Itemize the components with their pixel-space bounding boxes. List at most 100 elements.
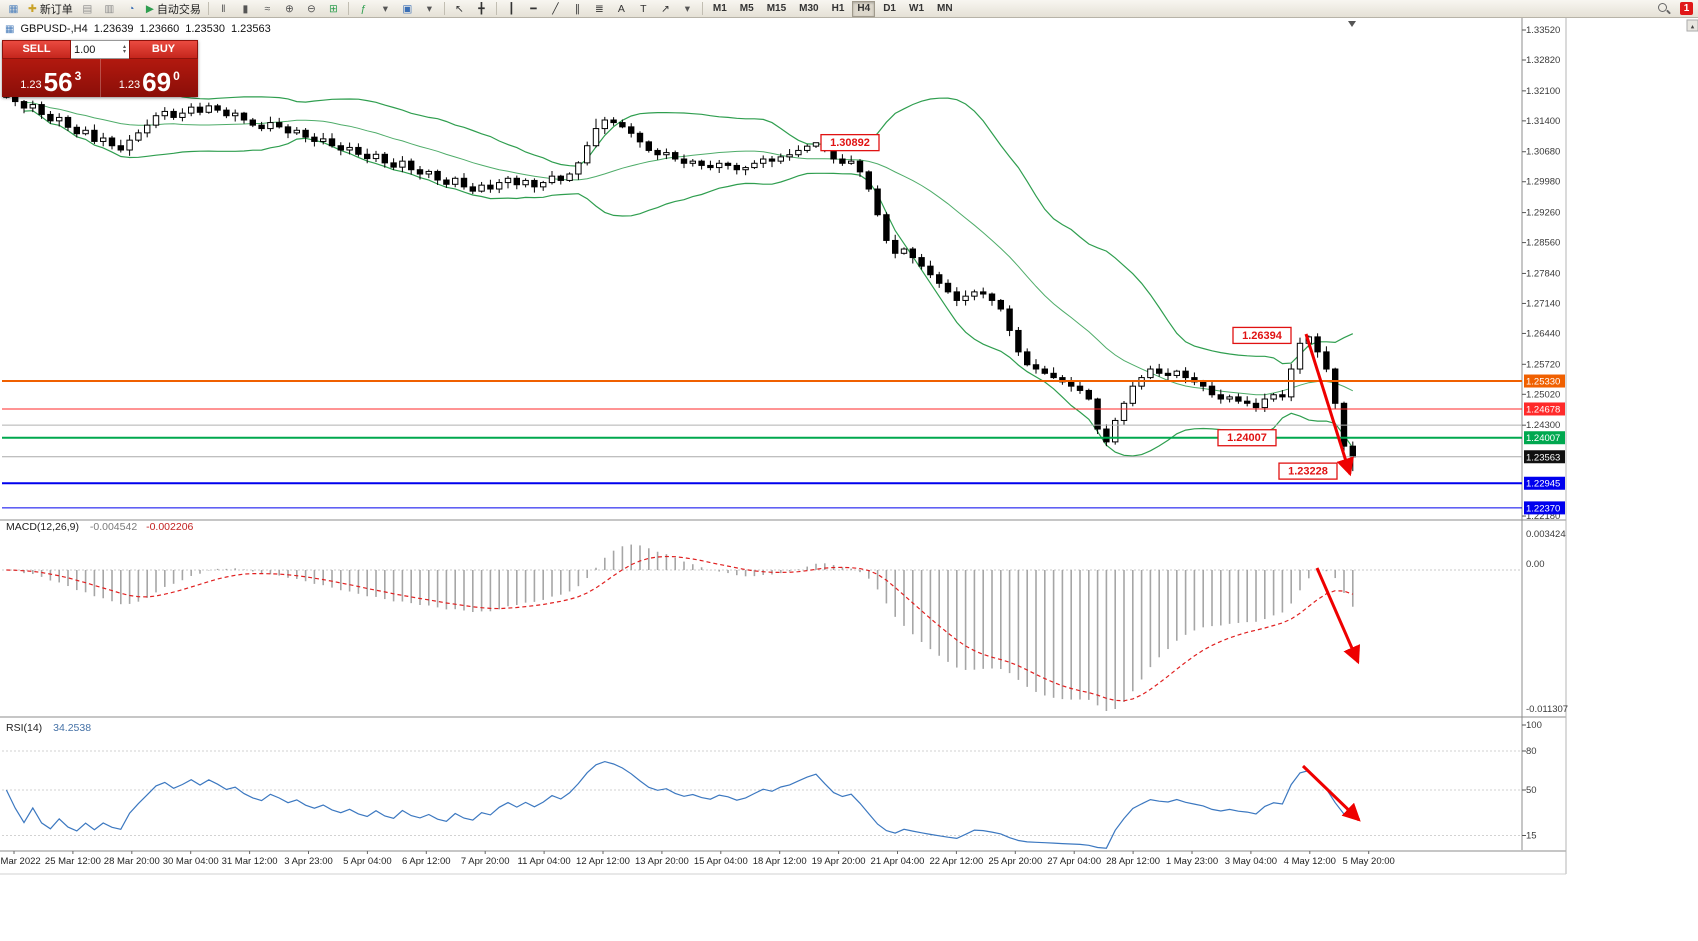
macd-value-2: -0.002206 (146, 521, 194, 533)
shift-marker (1348, 21, 1356, 27)
svg-text:100: 100 (1526, 720, 1542, 731)
svg-text:1.24007: 1.24007 (1526, 433, 1560, 444)
svg-text:1.32100: 1.32100 (1526, 86, 1560, 97)
data-window-button[interactable]: ▥ (99, 0, 120, 17)
crosshair-button[interactable]: ╋ (471, 0, 492, 17)
macd-value-1: -0.004542 (89, 521, 138, 533)
trade-panel-top-row: SELL 1.00 ▴ ▾ BUY (2, 40, 198, 59)
trendline-button[interactable]: ╱ (545, 0, 566, 17)
svg-text:30 Mar 04:00: 30 Mar 04:00 (163, 856, 219, 867)
svg-text:1.30680: 1.30680 (1526, 147, 1560, 158)
templates-caret[interactable]: ▾ (419, 0, 440, 17)
indicators-icon: ƒ (360, 2, 367, 15)
volume-down-icon[interactable]: ▾ (122, 48, 126, 55)
bar-chart-type-icon: ‖ (221, 2, 226, 15)
svg-text:5 Apr 04:00: 5 Apr 04:00 (343, 856, 392, 867)
svg-text:1.27140: 1.27140 (1526, 298, 1560, 309)
svg-text:1.28560: 1.28560 (1526, 238, 1560, 249)
templates-button[interactable]: ▣ (397, 0, 418, 17)
rsi-name: RSI(14) (6, 722, 43, 734)
ohlc-low: 1.23530 (185, 23, 225, 35)
text-icon: A (617, 2, 625, 15)
fibonacci-button[interactable]: ≣ (589, 0, 610, 17)
horizontal-line-button[interactable]: ━ (523, 0, 544, 17)
volume-value: 1.00 (74, 43, 96, 56)
ohlc-close: 1.23563 (231, 23, 271, 35)
volume-input[interactable]: 1.00 ▴ ▾ (71, 40, 129, 59)
zoom-out-button[interactable]: ⊖ (301, 0, 322, 17)
parallel-channel-icon: ∥ (574, 2, 581, 15)
volume-up-icon[interactable]: ▴ (122, 43, 126, 50)
price-annotation-box (1232, 326, 1292, 345)
buy-price[interactable]: 1.23 69 0 (99, 59, 199, 97)
bar-chart-type-button[interactable]: ‖ (213, 0, 234, 17)
zoom-in-button[interactable]: ⊕ (279, 0, 300, 17)
svg-text:1.25020: 1.25020 (1526, 389, 1560, 400)
notification-badge[interactable]: 1 (1680, 2, 1693, 15)
timeframe-m1-button[interactable]: M1 (712, 2, 727, 14)
timeframe-m5-button[interactable]: M5 (739, 2, 754, 14)
toolbar-separator (347, 2, 349, 15)
auto-trading-button[interactable]: ▶ 自动交易 (143, 0, 204, 17)
candlestick-chart-type-button[interactable]: ▮ (235, 0, 256, 17)
candlestick-chart-type-icon: ▮ (242, 2, 249, 15)
sell-price[interactable]: 1.23 56 3 (2, 59, 100, 97)
buy-button[interactable]: BUY (129, 40, 198, 59)
svg-text:0.003424: 0.003424 (1526, 529, 1566, 540)
svg-text:7 Apr 20:00: 7 Apr 20:00 (461, 856, 510, 867)
svg-text:31 Mar 12:00: 31 Mar 12:00 (222, 856, 278, 867)
buy-price-big: 69 (142, 67, 172, 97)
search-icon[interactable] (1656, 1, 1671, 16)
svg-text:11 Apr 04:00: 11 Apr 04:00 (518, 856, 571, 867)
buy-price-sup: 0 (173, 69, 180, 83)
timeframe-d1-button[interactable]: D1 (883, 2, 896, 14)
timeframe-m15-button[interactable]: M15 (766, 2, 787, 14)
svg-text:12 Apr 12:00: 12 Apr 12:00 (576, 856, 630, 867)
search-icon-circle (1658, 3, 1667, 12)
price-annotation-box (820, 133, 880, 152)
trend-arrow (1304, 333, 1354, 477)
market-watch-button[interactable]: ◔ (121, 0, 142, 17)
new-order-button[interactable]: ✚ 新订单 (25, 0, 76, 17)
svg-text:5 May 20:00: 5 May 20:00 (1343, 856, 1395, 867)
toolbar-separator (443, 2, 445, 15)
toolbar-separator (207, 2, 209, 15)
parallel-channel-button[interactable]: ∥ (567, 0, 588, 17)
indicators-caret[interactable]: ▾ (375, 0, 396, 17)
cursor-button[interactable]: ↖ (449, 0, 470, 17)
timeframe-w1-button[interactable]: W1 (909, 2, 924, 14)
svg-text:19 Apr 20:00: 19 Apr 20:00 (812, 856, 866, 867)
svg-text:-0.011307: -0.011307 (1526, 704, 1568, 715)
text-button[interactable]: A (611, 0, 632, 17)
new-chart-icon: ▦ (8, 2, 19, 15)
indicators-caret-icon: ▾ (382, 2, 389, 15)
tile-windows-button[interactable]: ⊞ (323, 0, 344, 17)
one-click-trading-panel: SELL 1.00 ▴ ▾ BUY 1.23 56 3 1.23 69 0 (2, 40, 198, 97)
line-chart-type-icon: ≈ (264, 2, 271, 15)
timeframe-mn-button[interactable]: MN (937, 2, 953, 14)
ohlc-high: 1.23660 (139, 23, 180, 35)
svg-text:0.00: 0.00 (1526, 559, 1545, 570)
timeframe-h1-button[interactable]: H1 (831, 2, 845, 14)
data-window-icon: ▥ (104, 2, 115, 15)
timeframe-m30-button[interactable]: M30 (799, 2, 819, 14)
trendline-icon: ╱ (552, 2, 559, 15)
svg-text:1.23563: 1.23563 (1526, 452, 1560, 463)
arrows-tool-button[interactable]: ↗ (655, 0, 676, 17)
indicators-button[interactable]: ƒ (353, 0, 374, 17)
new-chart-button[interactable]: ▦ (3, 0, 24, 17)
chart-profiles-button[interactable]: ▤ (77, 0, 98, 17)
chart-profiles-icon: ▤ (82, 2, 93, 15)
rsi-panel (2, 750, 1522, 849)
svg-text:22 Apr 12:00: 22 Apr 12:00 (929, 856, 983, 867)
arrows-caret[interactable]: ▾ (677, 0, 698, 17)
sell-price-small: 1.23 (20, 79, 42, 91)
text-label-button[interactable]: T (633, 0, 654, 17)
vertical-line-button[interactable]: ┃ (501, 0, 522, 17)
timeframe-h4-button[interactable]: H4 (852, 0, 876, 17)
svg-text:25 Apr 20:00: 25 Apr 20:00 (988, 856, 1042, 867)
sell-button[interactable]: SELL (2, 40, 71, 59)
zoom-in-icon: ⊕ (284, 2, 294, 15)
line-chart-type-button[interactable]: ≈ (257, 0, 278, 17)
